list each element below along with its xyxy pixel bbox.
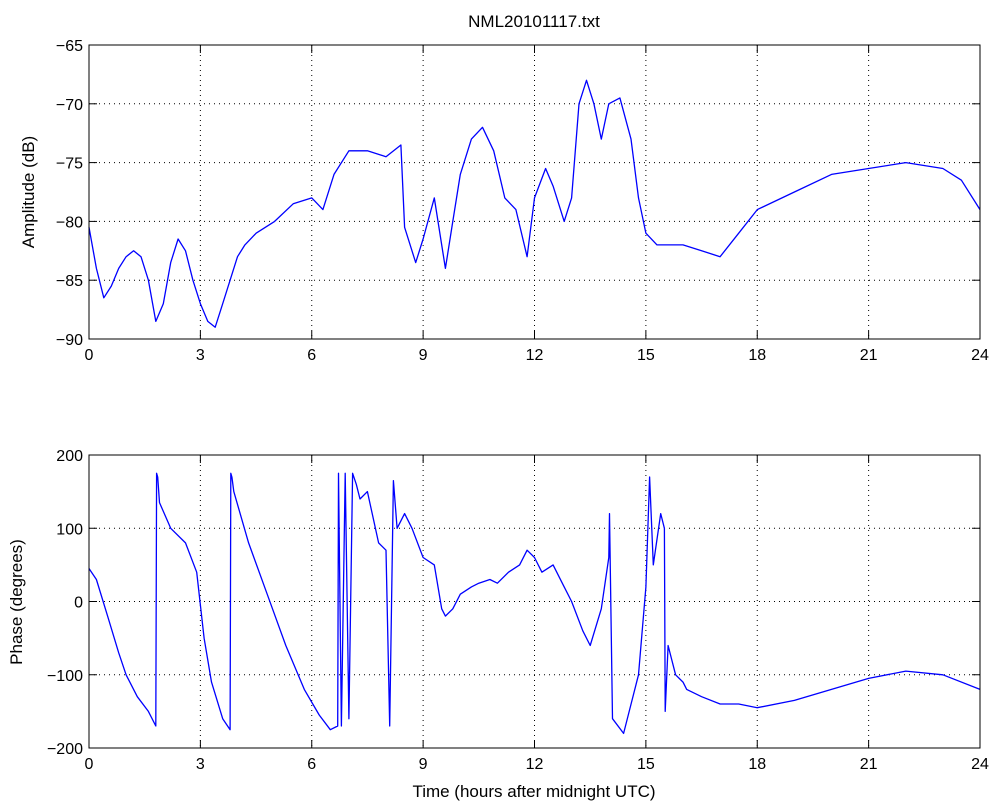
- phase-x-tick-label: 15: [637, 756, 655, 773]
- amplitude-x-tick-label: 6: [307, 347, 316, 364]
- amplitude-y-tick-label: −85: [56, 273, 83, 290]
- phase-x-tick-label: 21: [860, 756, 878, 773]
- amplitude-y-axis-label: Amplitude (dB): [19, 136, 38, 248]
- amplitude-axes-box: [88, 44, 981, 340]
- phase-series-line: [88, 472, 981, 735]
- phase-x-axis-label: Time (hours after midnight UTC): [412, 782, 655, 801]
- amplitude-x-tick-label: 9: [419, 347, 428, 364]
- amplitude-gridlines: [89, 45, 980, 339]
- phase-axes-box: [88, 454, 981, 749]
- phase-y-tick-label: −100: [47, 668, 83, 685]
- phase-x-tick-label: 9: [419, 756, 428, 773]
- phase-ticks: 0 3 6 9 12 15 18 21 24 −200 −100 0 100 200: [47, 448, 989, 773]
- amplitude-y-tick-label: −90: [56, 332, 83, 349]
- phase-gridlines: [89, 455, 980, 748]
- phase-x-tick-label: 18: [748, 756, 766, 773]
- amplitude-x-tick-label: 24: [971, 347, 989, 364]
- phase-y-tick-label: 200: [56, 448, 83, 465]
- amplitude-series-line: [88, 79, 981, 328]
- amplitude-y-tick-label: −80: [56, 214, 83, 231]
- amplitude-y-tick-label: −70: [56, 97, 83, 114]
- phase-x-tick-label: 6: [307, 756, 316, 773]
- phase-x-tick-label: 3: [196, 756, 205, 773]
- amplitude-y-tick-label: −65: [56, 38, 83, 55]
- phase-x-tick-label: 0: [85, 756, 94, 773]
- phase-y-tick-label: 100: [56, 521, 83, 538]
- phase-y-tick-label: −200: [47, 741, 83, 758]
- figure-title: NML20101117.txt: [468, 12, 600, 31]
- amplitude-x-tick-label: 15: [637, 347, 655, 364]
- amplitude-x-tick-label: 12: [526, 347, 544, 364]
- amplitude-x-tick-label: 18: [748, 347, 766, 364]
- phase-panel: 0 3 6 9 12 15 18 21 24 −200 −100 0 100 200 Phase (deg…: [7, 448, 989, 801]
- amplitude-panel: 0 3 6 9 12 15 18 21 24 −90 −85 −80 −75 −70 −65 Amplitu…: [19, 38, 989, 364]
- amplitude-y-tick-label: −75: [56, 156, 83, 173]
- amplitude-ticks: 0 3 6 9 12 15 18 21 24 −90 −85 −80 −75 −70 −65: [56, 38, 989, 364]
- amplitude-x-tick-label: 3: [196, 347, 205, 364]
- phase-y-axis-label: Phase (degrees): [7, 539, 26, 665]
- amplitude-x-tick-label: 0: [85, 347, 94, 364]
- phase-x-tick-label: 12: [526, 756, 544, 773]
- phase-y-tick-label: 0: [74, 595, 83, 612]
- phase-x-tick-label: 24: [971, 756, 989, 773]
- amplitude-x-tick-label: 21: [860, 347, 878, 364]
- amplitude-plot-area: [89, 45, 980, 339]
- amplitude-series-group: [88, 79, 981, 328]
- phase-series-group: [88, 472, 981, 735]
